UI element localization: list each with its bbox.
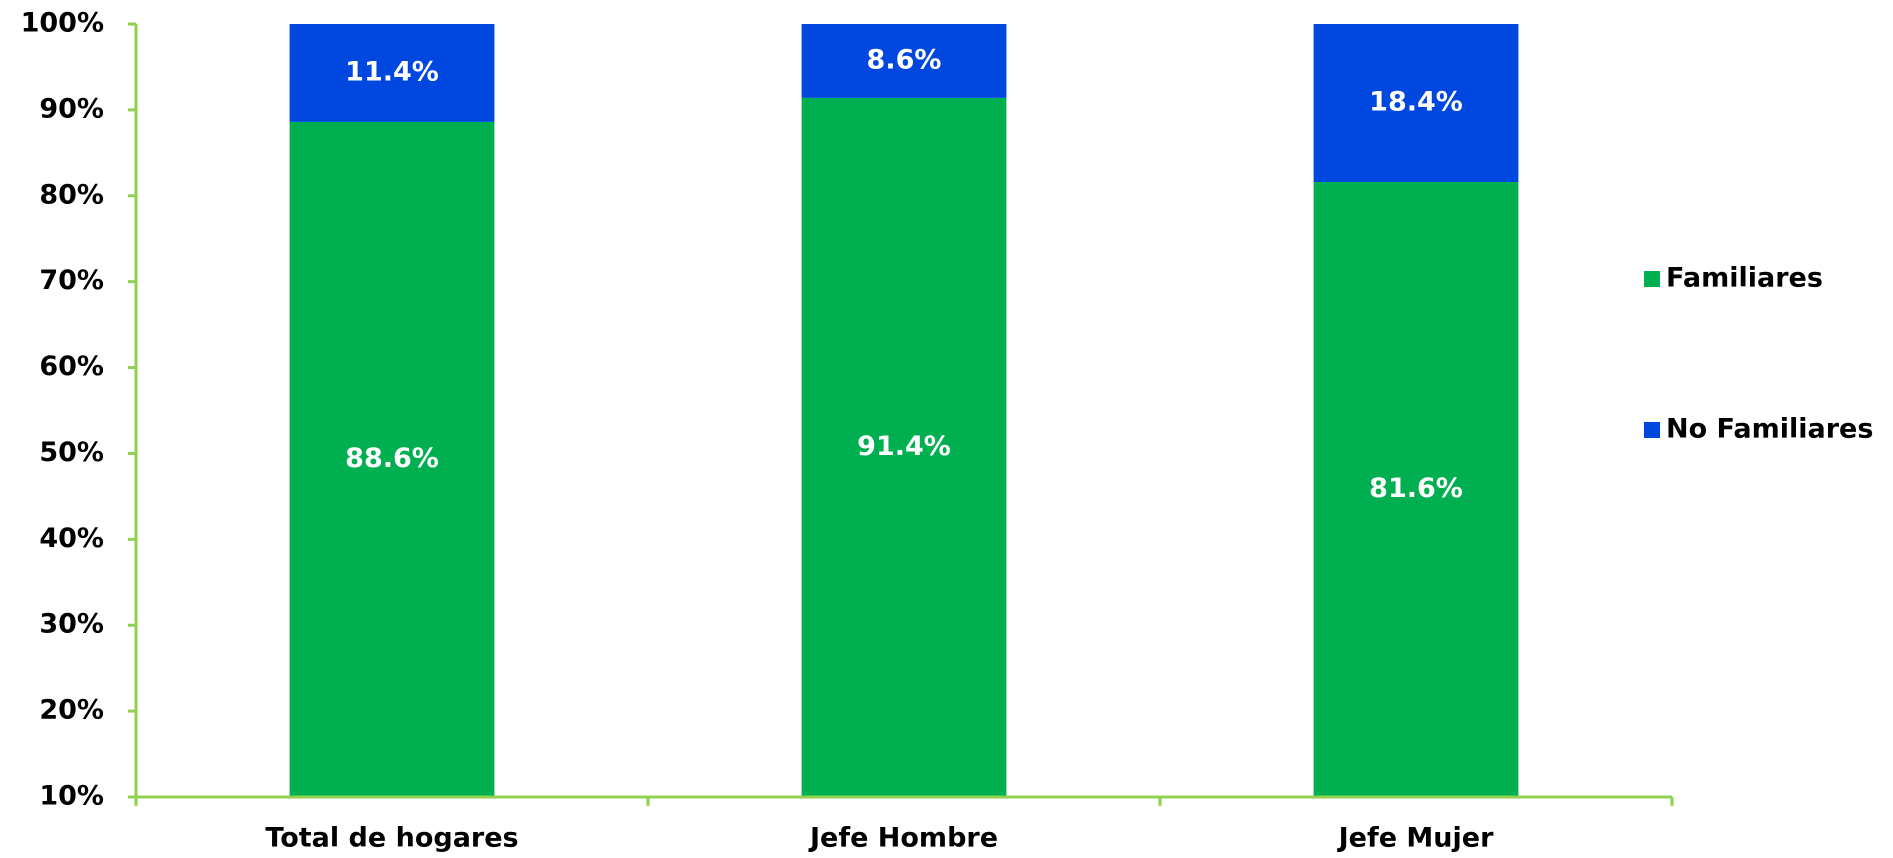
legend-label: No Familiares bbox=[1666, 414, 1873, 445]
legend-swatch bbox=[1644, 271, 1660, 287]
data-label: 81.6% bbox=[1369, 473, 1463, 504]
x-tick-label: Jefe Hombre bbox=[808, 823, 998, 854]
x-tick-label: Total de hogares bbox=[265, 823, 518, 854]
y-tick-label: 20% bbox=[39, 695, 104, 726]
y-tick-label: 50% bbox=[39, 437, 104, 468]
bar-segment bbox=[801, 97, 1007, 797]
data-label: 18.4% bbox=[1369, 87, 1463, 118]
x-tick-label: Jefe Mujer bbox=[1337, 823, 1494, 854]
y-tick-label: 60% bbox=[39, 351, 104, 382]
y-tick-label: 40% bbox=[39, 523, 104, 554]
bar-segment bbox=[1313, 182, 1519, 798]
y-tick-label: 10% bbox=[39, 781, 104, 812]
y-tick-label: 80% bbox=[39, 179, 104, 210]
data-label: 8.6% bbox=[867, 44, 942, 75]
data-label: 11.4% bbox=[345, 56, 439, 87]
y-tick-label: 30% bbox=[39, 609, 104, 640]
data-label: 91.4% bbox=[857, 431, 951, 462]
y-tick-label: 70% bbox=[39, 265, 104, 296]
bar-segment bbox=[289, 24, 495, 122]
data-label: 88.6% bbox=[345, 443, 439, 474]
legend-label: Familiares bbox=[1666, 263, 1823, 294]
y-tick-label: 100% bbox=[21, 8, 104, 39]
y-tick-label: 90% bbox=[39, 93, 104, 124]
bar-segment bbox=[801, 24, 1007, 98]
legend-swatch bbox=[1644, 422, 1660, 438]
bar-segment bbox=[1313, 24, 1519, 183]
bar-segment bbox=[289, 121, 495, 797]
